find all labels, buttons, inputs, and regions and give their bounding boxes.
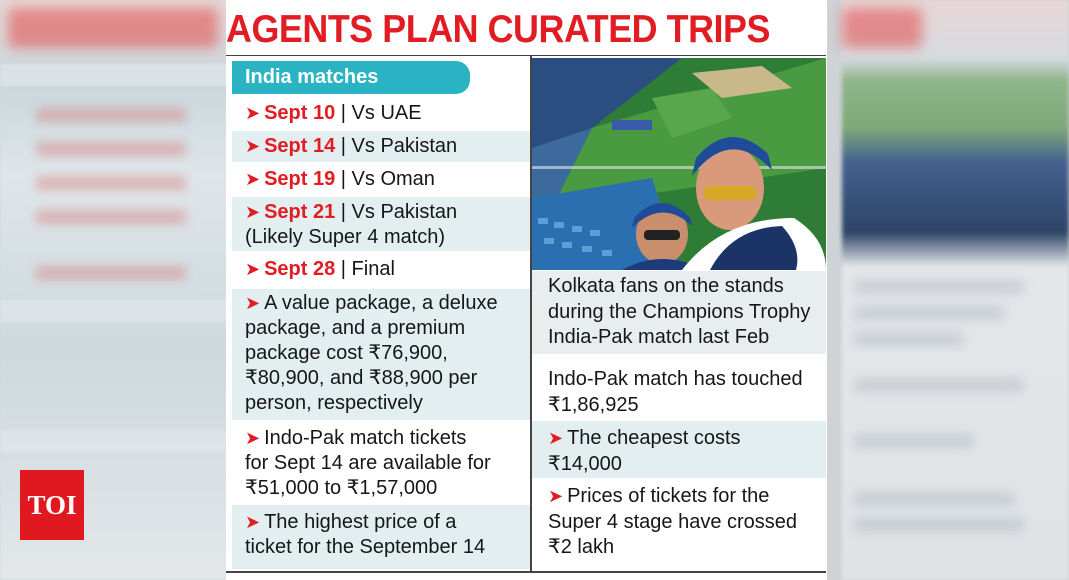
- highest-price-point: ➤ The highest price of a ticket for the S…: [232, 505, 530, 569]
- fans-photo: [532, 58, 826, 270]
- right-column: Kolkata fans on the stands during the Ch…: [532, 56, 826, 571]
- arrow-icon: ➤: [245, 202, 261, 222]
- info-table: India matches ➤ Sept 10 | Vs UAE ➤ Sept 14…: [226, 55, 826, 573]
- match-row: ➤ Sept 28 | Final: [245, 258, 395, 280]
- column-divider: [530, 56, 532, 571]
- indo-pak-price-intro: Indo-Pak match has touched ₹1,86,925: [548, 368, 803, 416]
- toi-logo: TOI: [20, 470, 84, 540]
- photo-caption: Kolkata fans on the stands during the Ch…: [532, 271, 826, 354]
- super4-point: ➤ Prices of tickets for the Super 4 stage…: [548, 485, 798, 558]
- india-matches-header: India matches: [232, 61, 470, 94]
- arrow-icon: ➤: [548, 486, 564, 506]
- package-point: ➤ A value package, a deluxe package, and …: [232, 289, 530, 420]
- arrow-icon: ➤: [245, 293, 261, 313]
- arrow-icon: ➤: [245, 512, 261, 532]
- match-row: ➤ Sept 19 | Vs Oman: [245, 168, 435, 190]
- arrow-icon: ➤: [245, 428, 261, 448]
- infographic-card: AGENTS PLAN CURATED TRIPS India matches …: [226, 0, 827, 580]
- arrow-icon: ➤: [245, 103, 261, 123]
- left-column: India matches ➤ Sept 10 | Vs UAE ➤ Sept 14…: [226, 56, 530, 571]
- arrow-icon: ➤: [245, 259, 261, 279]
- arrow-icon: ➤: [245, 136, 261, 156]
- match-row: ➤ Sept 21 | Vs Pakistan (Likely Super 4 m…: [232, 197, 530, 251]
- match-row: ➤ Sept 14 | Vs Pakistan: [232, 131, 530, 162]
- arrow-icon: ➤: [548, 428, 564, 448]
- blurred-background-right: [842, 0, 1069, 580]
- cheapest-point: ➤ The cheapest costs ₹14,000: [532, 421, 826, 478]
- ticket-point: ➤ Indo-Pak match tickets for Sept 14 are …: [245, 427, 491, 499]
- match-row: ➤ Sept 10 | Vs UAE: [245, 102, 422, 124]
- arrow-icon: ➤: [245, 169, 261, 189]
- headline: AGENTS PLAN CURATED TRIPS: [226, 8, 770, 51]
